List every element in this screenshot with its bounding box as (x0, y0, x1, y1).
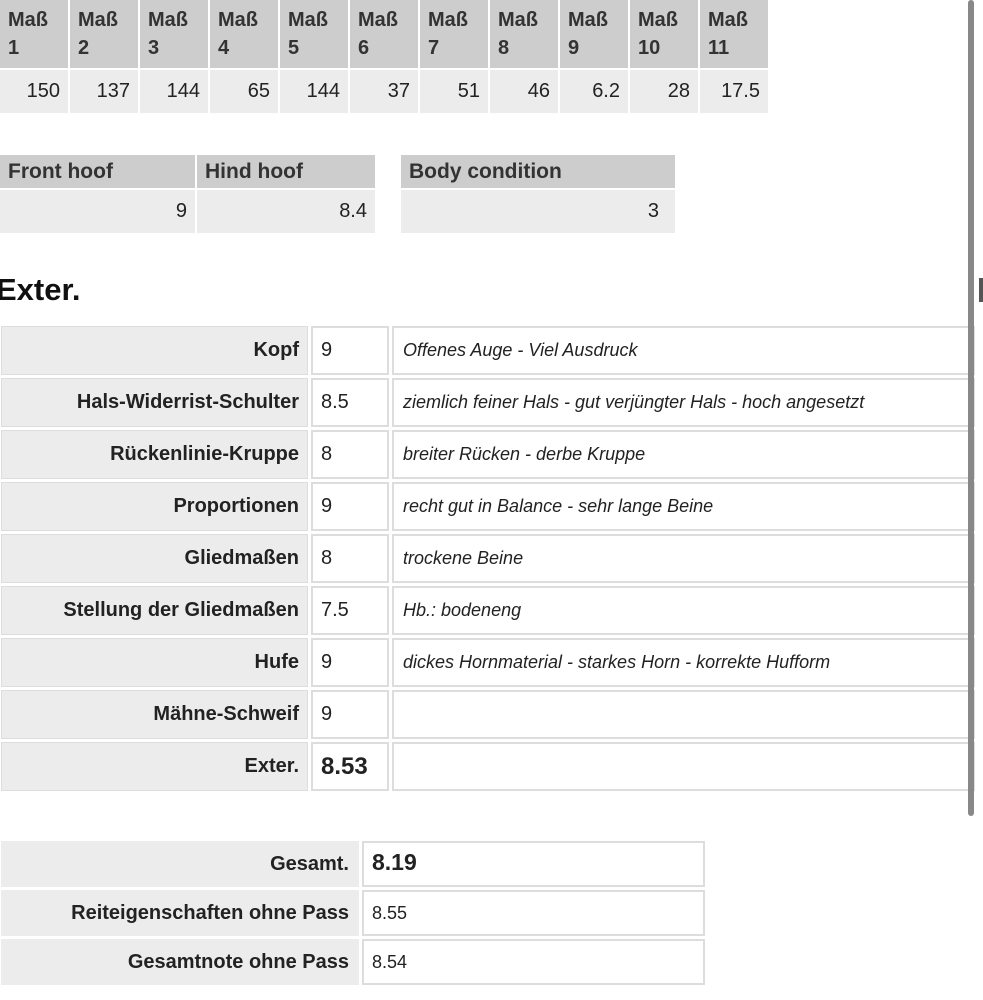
body-condition-table: Body condition 3 (399, 153, 677, 235)
mass-value: 17.5 (700, 70, 768, 113)
totals-value: 8.19 (362, 841, 705, 887)
exterior-table: Kopf 9 Offenes Auge - Viel Ausdruck Hals… (0, 323, 978, 794)
totals-value: 8.54 (362, 939, 705, 985)
mass-value: 144 (280, 70, 348, 113)
exterior-label: Hufe (1, 638, 308, 687)
totals-label: Gesamt. (1, 841, 359, 887)
exterior-row: Proportionen 9 recht gut in Balance - se… (1, 482, 975, 531)
exterior-label: Rückenlinie-Kruppe (1, 430, 308, 479)
exterior-label: Proportionen (1, 482, 308, 531)
vertical-scrollbar[interactable] (968, 0, 974, 816)
exterior-row: Rückenlinie-Kruppe 8 breiter Rücken - de… (1, 430, 975, 479)
mass-value: 37 (350, 70, 418, 113)
exterior-row: Mähne-Schweif 9 (1, 690, 975, 739)
exterior-score: 9 (311, 638, 389, 687)
mass-value: 46 (490, 70, 558, 113)
measurements-table: Maß 1 Maß 2 Maß 3 Maß 4 Maß 5 Maß 6 Maß … (0, 0, 770, 115)
exterior-comment: Hb.: bodeneng (392, 586, 975, 635)
exterior-row: Hufe 9 dickes Hornmaterial - starkes Hor… (1, 638, 975, 687)
exterior-comment (392, 742, 975, 791)
exterior-comment: dickes Hornmaterial - starkes Horn - kor… (392, 638, 975, 687)
exterior-row: Exter. 8.53 (1, 742, 975, 791)
mass-value: 51 (420, 70, 488, 113)
mass-value: 65 (210, 70, 278, 113)
mass-header: Maß 4 (210, 0, 278, 68)
mass-value: 28 (630, 70, 698, 113)
exterior-comment: breiter Rücken - derbe Kruppe (392, 430, 975, 479)
hoof-table: Front hoof Hind hoof 9 8.4 (0, 153, 377, 235)
exterior-score: 8.53 (311, 742, 389, 791)
exterior-score: 8.5 (311, 378, 389, 427)
totals-row: Reiteigenschaften ohne Pass 8.55 (1, 890, 705, 936)
totals-table: Gesamt. 8.19 Reiteigenschaften ohne Pass… (0, 838, 708, 988)
totals-value: 8.55 (362, 890, 705, 936)
totals-row: Gesamt. 8.19 (1, 841, 705, 887)
measurements-value-row: 150 137 144 65 144 37 51 46 6.2 28 17.5 (0, 70, 768, 113)
hind-hoof-value: 8.4 (197, 190, 375, 233)
mass-header: Maß 8 (490, 0, 558, 68)
mass-header: Maß 3 (140, 0, 208, 68)
totals-row: Gesamtnote ohne Pass 8.54 (1, 939, 705, 985)
exterior-row: Hals-Widerrist-Schulter 8.5 ziemlich fei… (1, 378, 975, 427)
exterior-row: Gliedmaßen 8 trockene Beine (1, 534, 975, 583)
exterior-score: 9 (311, 690, 389, 739)
exterior-row: Kopf 9 Offenes Auge - Viel Ausdruck (1, 326, 975, 375)
body-condition-value: 3 (401, 190, 675, 233)
mass-header: Maß 6 (350, 0, 418, 68)
mass-value: 6.2 (560, 70, 628, 113)
mass-value: 150 (0, 70, 68, 113)
exterior-label: Kopf (1, 326, 308, 375)
totals-label: Gesamtnote ohne Pass (1, 939, 359, 985)
exterior-score: 7.5 (311, 586, 389, 635)
totals-label: Reiteigenschaften ohne Pass (1, 890, 359, 936)
mass-header: Maß 10 (630, 0, 698, 68)
exterior-comment: Offenes Auge - Viel Ausdruck (392, 326, 975, 375)
exterior-label: Mähne-Schweif (1, 690, 308, 739)
mass-header: Maß 11 (700, 0, 768, 68)
mass-header: Maß 9 (560, 0, 628, 68)
mass-header: Maß 5 (280, 0, 348, 68)
exterior-score: 8 (311, 534, 389, 583)
exterior-label: Stellung der Gliedmaßen (1, 586, 308, 635)
exterior-score: 9 (311, 326, 389, 375)
mass-value: 137 (70, 70, 138, 113)
mass-header: Maß 1 (0, 0, 68, 68)
exterior-comment (392, 690, 975, 739)
body-condition-header: Body condition (401, 155, 675, 188)
exterior-label: Hals-Widerrist-Schulter (1, 378, 308, 427)
hind-hoof-header: Hind hoof (197, 155, 375, 188)
exterior-row: Stellung der Gliedmaßen 7.5 Hb.: bodenen… (1, 586, 975, 635)
mass-header: Maß 2 (70, 0, 138, 68)
front-hoof-header: Front hoof (0, 155, 195, 188)
exterior-score: 8 (311, 430, 389, 479)
mass-header: Maß 7 (420, 0, 488, 68)
exterior-comment: recht gut in Balance - sehr lange Beine (392, 482, 975, 531)
page-edge-marker (979, 278, 983, 302)
exterior-label: Exter. (1, 742, 308, 791)
exterior-score: 9 (311, 482, 389, 531)
mass-value: 144 (140, 70, 208, 113)
measurements-header-row: Maß 1 Maß 2 Maß 3 Maß 4 Maß 5 Maß 6 Maß … (0, 0, 768, 68)
exterior-label: Gliedmaßen (1, 534, 308, 583)
front-hoof-value: 9 (0, 190, 195, 233)
exterior-comment: ziemlich feiner Hals - gut verjüngter Ha… (392, 378, 975, 427)
exterior-comment: trockene Beine (392, 534, 975, 583)
exterior-heading: Exter. (0, 272, 81, 307)
